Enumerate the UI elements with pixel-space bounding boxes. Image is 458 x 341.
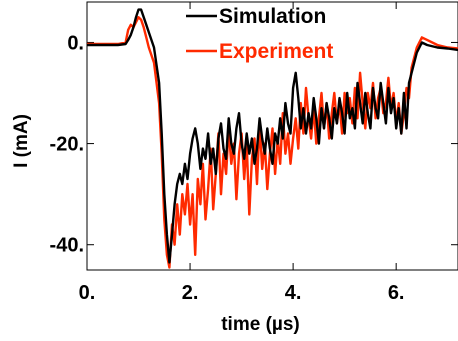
data-series <box>87 8 458 269</box>
y-tick-label: -20. <box>50 134 84 156</box>
x-tick-label: 2. <box>182 282 199 304</box>
legend-entry-label: Experiment <box>219 40 333 63</box>
x-axis-tick-labels: 0. 2. 4. 6. <box>79 282 405 304</box>
y-tick-label: -40. <box>50 235 84 257</box>
x-tick-label: 6. <box>388 282 405 304</box>
x-axis-label: time (µs) <box>221 314 300 335</box>
legend: Simulation Experiment <box>186 5 333 63</box>
y-tick-label: 0. <box>67 32 84 54</box>
x-tick-label: 0. <box>79 282 96 304</box>
y-axis-label: I (mA) <box>11 114 32 168</box>
plot-frame <box>86 1 458 271</box>
series-line-simulation <box>87 8 458 264</box>
legend-entry-label: Simulation <box>219 5 326 28</box>
axis-ticks <box>86 2 458 270</box>
x-tick-label: 4. <box>285 282 302 304</box>
y-axis-tick-labels: 0. -20. -40. <box>50 32 84 256</box>
